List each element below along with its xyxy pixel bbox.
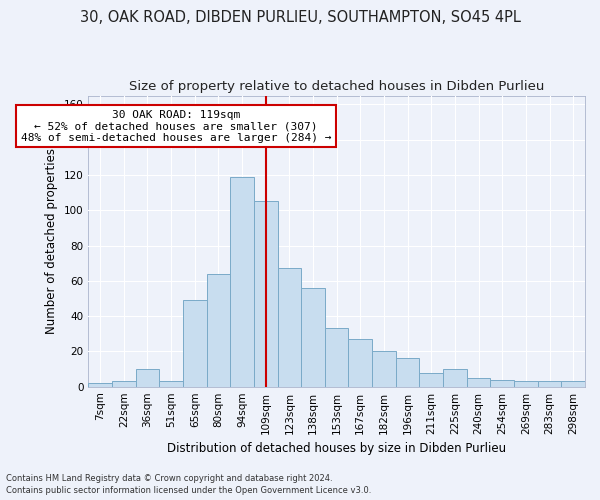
Bar [443, 369, 467, 386]
Bar [278, 268, 301, 386]
Bar [419, 372, 443, 386]
Bar [206, 274, 230, 386]
Bar [467, 378, 490, 386]
Bar [396, 358, 419, 386]
Text: Contains HM Land Registry data © Crown copyright and database right 2024.
Contai: Contains HM Land Registry data © Crown c… [6, 474, 371, 495]
Bar [159, 382, 183, 386]
Bar [490, 380, 514, 386]
Bar [325, 328, 349, 386]
Bar [349, 339, 372, 386]
Bar [183, 300, 206, 386]
Y-axis label: Number of detached properties: Number of detached properties [45, 148, 58, 334]
Bar [301, 288, 325, 386]
Bar [230, 176, 254, 386]
Text: 30 OAK ROAD: 119sqm
← 52% of detached houses are smaller (307)
48% of semi-detac: 30 OAK ROAD: 119sqm ← 52% of detached ho… [20, 110, 331, 143]
Bar [88, 383, 112, 386]
Bar [254, 202, 278, 386]
Bar [136, 369, 159, 386]
X-axis label: Distribution of detached houses by size in Dibden Purlieu: Distribution of detached houses by size … [167, 442, 506, 455]
Bar [372, 352, 396, 386]
Bar [562, 382, 585, 386]
Bar [112, 382, 136, 386]
Title: Size of property relative to detached houses in Dibden Purlieu: Size of property relative to detached ho… [129, 80, 544, 93]
Bar [514, 382, 538, 386]
Text: 30, OAK ROAD, DIBDEN PURLIEU, SOUTHAMPTON, SO45 4PL: 30, OAK ROAD, DIBDEN PURLIEU, SOUTHAMPTO… [80, 10, 520, 25]
Bar [538, 382, 562, 386]
